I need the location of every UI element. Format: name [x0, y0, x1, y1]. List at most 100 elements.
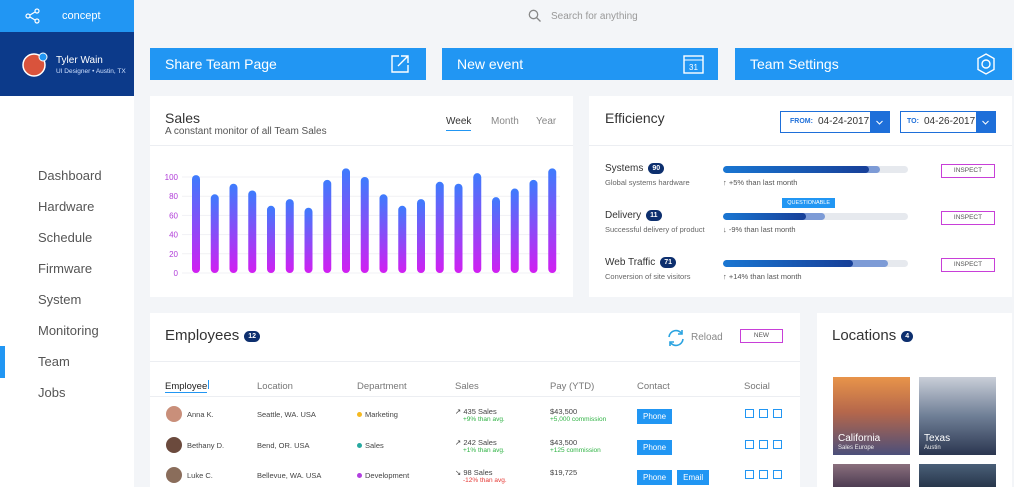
- employee-sales: ↗ 435 Sales: [455, 407, 497, 416]
- bar: [435, 181, 444, 273]
- nav-item[interactable]: Schedule: [38, 230, 93, 245]
- employee-location: Seattle, WA. USA: [257, 410, 316, 419]
- tab[interactable]: Month: [491, 116, 519, 127]
- avatar: [166, 406, 182, 422]
- progress-track: [723, 213, 908, 220]
- nav-item[interactable]: Monitoring: [38, 323, 99, 338]
- tab[interactable]: Week: [446, 116, 472, 131]
- item-label: Systems: [605, 163, 644, 175]
- search-icon: [528, 9, 541, 22]
- item-change: ↓ -9% than last month: [723, 225, 796, 234]
- social-icon[interactable]: [773, 470, 782, 479]
- column-header[interactable]: Employee: [165, 381, 208, 393]
- nav-item[interactable]: Firmware: [38, 261, 93, 276]
- from-value: 04-24-2017: [818, 116, 870, 127]
- y-tick-label: 20: [169, 250, 178, 259]
- action-button[interactable]: Team Settings: [735, 48, 1012, 80]
- location-card[interactable]: California Sales Europe: [833, 377, 910, 455]
- title-text: Locations: [832, 327, 897, 344]
- avatar: [166, 436, 182, 453]
- contact-button[interactable]: Phone: [637, 439, 673, 455]
- location-name: California: [838, 433, 881, 444]
- employee-location: Bellevue, WA. USA: [257, 471, 322, 480]
- y-tick-label: 60: [169, 211, 178, 220]
- inspect-button[interactable]: INSPECT: [941, 211, 995, 225]
- bar: [285, 199, 294, 273]
- bar: [454, 183, 463, 273]
- contact-button[interactable]: Phone: [637, 409, 673, 424]
- efficiency-title: Efficiency: [605, 110, 665, 126]
- action-label: Share Team Page: [165, 56, 277, 72]
- action-label: Team Settings: [750, 56, 839, 72]
- search-input[interactable]: Search for anything: [551, 11, 638, 22]
- reload-icon: [668, 329, 684, 347]
- count-badge: 4: [901, 330, 914, 342]
- count-badge: 12: [244, 330, 260, 342]
- column-header[interactable]: Department: [357, 381, 407, 392]
- employees-card: Employees 12 Reload NEW Employee Location D…: [150, 313, 800, 487]
- item-description: Global systems hardware: [605, 178, 690, 187]
- nav-item[interactable]: Hardware: [38, 199, 95, 214]
- contact-button[interactable]: Email: [677, 470, 710, 485]
- contact-button[interactable]: Phone: [637, 470, 673, 485]
- efficiency-card: Efficiency FROM: 04-24-2017 TO: 04-26-20…: [589, 96, 1012, 297]
- nav-item[interactable]: Dashboard: [38, 168, 102, 183]
- item-label: Delivery: [605, 210, 642, 222]
- location-name: Texas: [924, 433, 951, 444]
- location-card[interactable]: Texas Austin: [919, 377, 996, 455]
- divider: [150, 361, 800, 362]
- badge: 11: [646, 210, 662, 221]
- dropdown: [976, 112, 995, 132]
- social-icon[interactable]: [745, 470, 754, 479]
- dropdown: [870, 112, 889, 132]
- social-icon[interactable]: [773, 439, 782, 449]
- column-header[interactable]: Contact: [637, 381, 670, 392]
- calendar-day: 31: [689, 63, 698, 72]
- new-button[interactable]: NEW: [740, 329, 783, 343]
- badge: 90: [648, 163, 665, 174]
- bar: [248, 190, 257, 273]
- nav-item[interactable]: Jobs: [38, 385, 66, 400]
- y-tick-label: 100: [165, 173, 179, 182]
- divider: [150, 396, 800, 397]
- settings-icon: [977, 53, 995, 75]
- social-icon[interactable]: [759, 409, 768, 418]
- social-icon[interactable]: [745, 409, 754, 418]
- to-date[interactable]: TO: 04-26-2017: [900, 111, 996, 133]
- bar: [304, 207, 313, 273]
- social-icon[interactable]: [745, 439, 754, 449]
- item-change: ↑ +14% than last month: [723, 272, 802, 281]
- reload-button[interactable]: Reload: [691, 332, 723, 343]
- action-button[interactable]: New event 31: [442, 48, 718, 80]
- social-icon[interactable]: [773, 409, 782, 418]
- bar: [342, 168, 350, 273]
- bar: [398, 205, 407, 273]
- employee-pay: $43,500: [550, 407, 578, 416]
- column-header[interactable]: Sales: [455, 381, 479, 392]
- social-icon[interactable]: [759, 439, 768, 449]
- from-date[interactable]: FROM: 04-24-2017: [780, 111, 890, 133]
- sales-card: Sales A constant monitor of all Team Sal…: [150, 96, 573, 297]
- to-value: 04-26-2017: [924, 116, 976, 127]
- department-dot: [357, 442, 362, 448]
- to-label: TO:: [907, 118, 919, 125]
- item-name: Web Traffic 71: [605, 257, 677, 268]
- bar: [267, 205, 275, 273]
- inspect-button[interactable]: INSPECT: [941, 164, 995, 178]
- nav-item[interactable]: System: [38, 292, 82, 307]
- employee-department: Development: [365, 471, 410, 480]
- bar: [210, 194, 219, 273]
- active-indicator: [0, 346, 5, 378]
- nav-item[interactable]: Team: [38, 354, 70, 369]
- tab[interactable]: Year: [536, 116, 557, 127]
- location-subtitle: Austin: [924, 445, 941, 451]
- action-button[interactable]: Share Team Page: [150, 48, 426, 80]
- external-icon: [391, 55, 409, 73]
- inspect-button[interactable]: INSPECT: [941, 258, 995, 272]
- column-header[interactable]: Social: [744, 381, 770, 392]
- social-icon[interactable]: [759, 470, 768, 479]
- employee-pay: $19,725: [550, 468, 578, 477]
- column-header[interactable]: Location: [257, 381, 293, 392]
- column-header[interactable]: Pay (YTD): [550, 381, 595, 392]
